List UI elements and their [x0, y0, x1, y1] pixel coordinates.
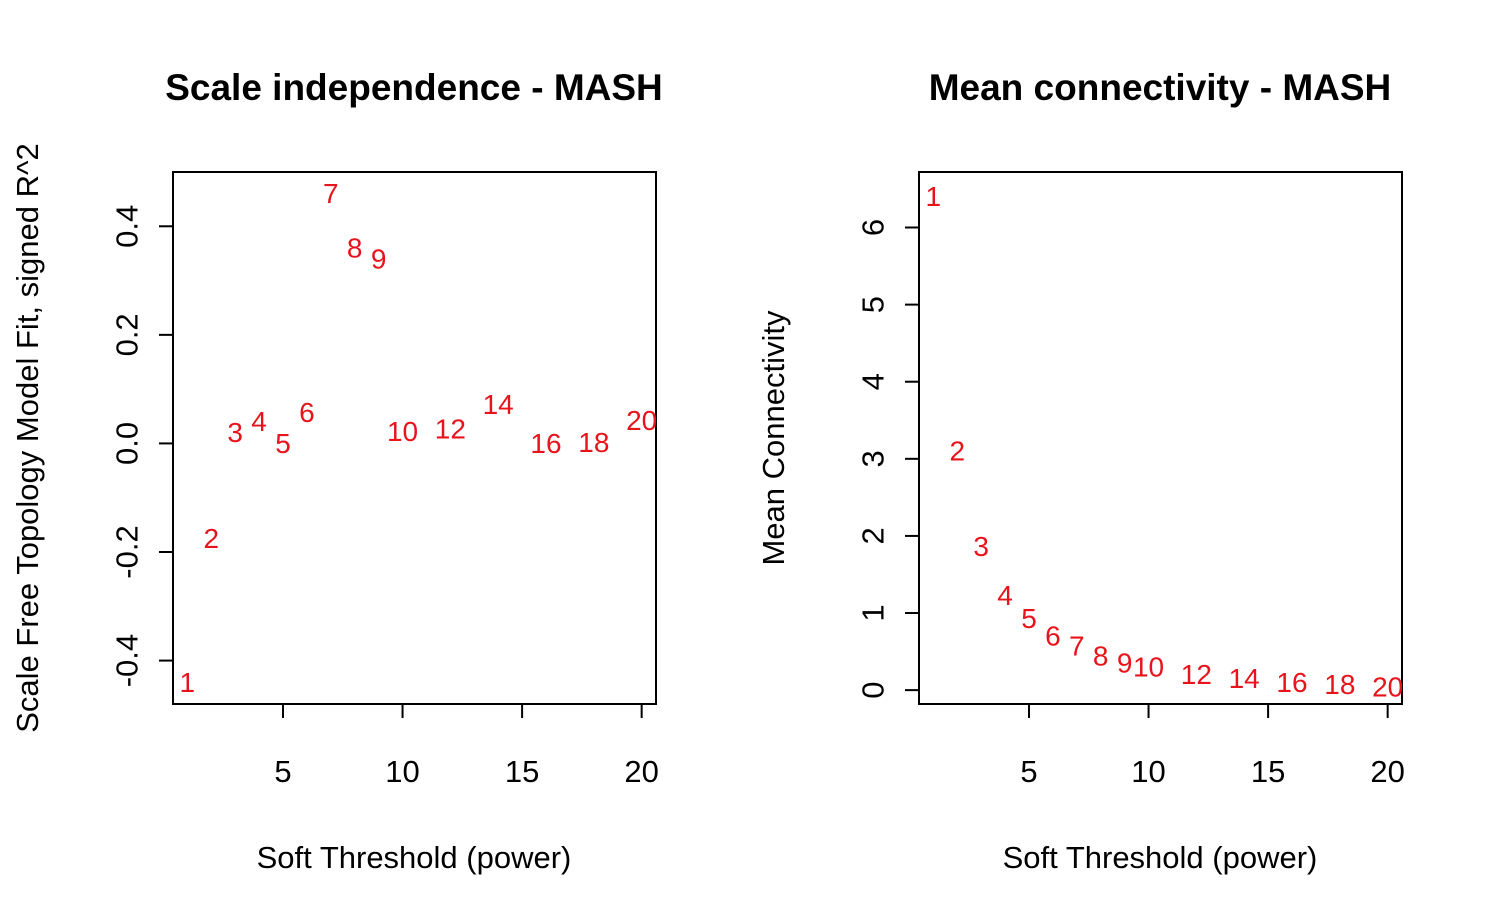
point-label: 10	[387, 416, 418, 447]
point-label: 1	[926, 181, 942, 212]
y-axis: 0 1 2 3 4 5 6	[856, 219, 920, 699]
point-label: 4	[997, 580, 1013, 611]
point-label: 8	[347, 233, 363, 264]
x-tick-label: 20	[624, 754, 658, 789]
x-tick-label: 10	[385, 754, 419, 789]
point-label: 20	[626, 405, 657, 436]
y-tick-label: 0	[856, 681, 891, 698]
y-tick-label: 6	[856, 219, 891, 236]
x-axis-label: Soft Threshold (power)	[1003, 840, 1318, 875]
point-label: 7	[1069, 631, 1085, 662]
point-label: 12	[435, 413, 466, 444]
point-label: 16	[530, 428, 561, 459]
point-label: 3	[973, 531, 989, 562]
point-label: 3	[227, 417, 243, 448]
x-tick-label: 5	[274, 754, 291, 789]
x-axis: 5 10 15 20	[1020, 703, 1405, 789]
point-label: 18	[578, 427, 609, 458]
y-tick-label: 4	[856, 373, 891, 390]
point-label: 5	[1021, 603, 1037, 634]
y-tick-label: 2	[856, 527, 891, 544]
y-tick-label: -0.4	[110, 634, 145, 687]
point-label: 6	[299, 397, 315, 428]
point-label: 12	[1181, 659, 1212, 690]
point-label: 9	[371, 243, 387, 274]
point-label: 20	[1372, 672, 1403, 703]
point-label: 14	[1229, 663, 1260, 694]
x-axis-label: Soft Threshold (power)	[257, 840, 572, 875]
point-label: 8	[1093, 641, 1109, 672]
x-tick-label: 5	[1020, 754, 1037, 789]
point-label: 10	[1133, 651, 1164, 682]
point-label: 14	[483, 389, 514, 420]
y-tick-label: 5	[856, 296, 891, 313]
x-tick-label: 10	[1131, 754, 1165, 789]
y-axis-label: Scale Free Topology Model Fit, signed R^…	[10, 143, 45, 733]
x-axis: 5 10 15 20	[274, 703, 659, 789]
mean-connectivity-panel: Mean connectivity - MASH Soft Threshold …	[756, 67, 1405, 875]
y-tick-label: 1	[856, 604, 891, 621]
y-axis-label: Mean Connectivity	[756, 310, 791, 566]
chart-title: Scale independence - MASH	[165, 67, 663, 108]
x-tick-label: 15	[505, 754, 539, 789]
point-label: 2	[949, 436, 965, 467]
point-label: 5	[275, 428, 291, 459]
y-tick-label: -0.2	[110, 525, 145, 578]
x-tick-label: 15	[1251, 754, 1285, 789]
x-tick-label: 20	[1370, 754, 1404, 789]
y-tick-label: 0.2	[110, 313, 145, 356]
point-label: 2	[203, 523, 219, 554]
y-tick-label: 0.0	[110, 422, 145, 465]
point-label: 1	[180, 667, 196, 698]
point-label: 4	[251, 406, 267, 437]
point-label: 7	[323, 178, 339, 209]
y-tick-label: 3	[856, 450, 891, 467]
point-label: 18	[1324, 669, 1355, 700]
point-label: 9	[1117, 648, 1133, 679]
point-label: 16	[1276, 667, 1307, 698]
plot-frame	[918, 171, 1403, 705]
chart-title: Mean connectivity - MASH	[929, 67, 1392, 108]
scale-independence-panel: Scale independence - MASH Soft Threshold…	[10, 67, 663, 875]
y-tick-label: 0.4	[110, 205, 145, 248]
point-label: 6	[1045, 621, 1061, 652]
y-axis: -0.4 -0.2 0.0 0.2 0.4	[110, 205, 174, 687]
